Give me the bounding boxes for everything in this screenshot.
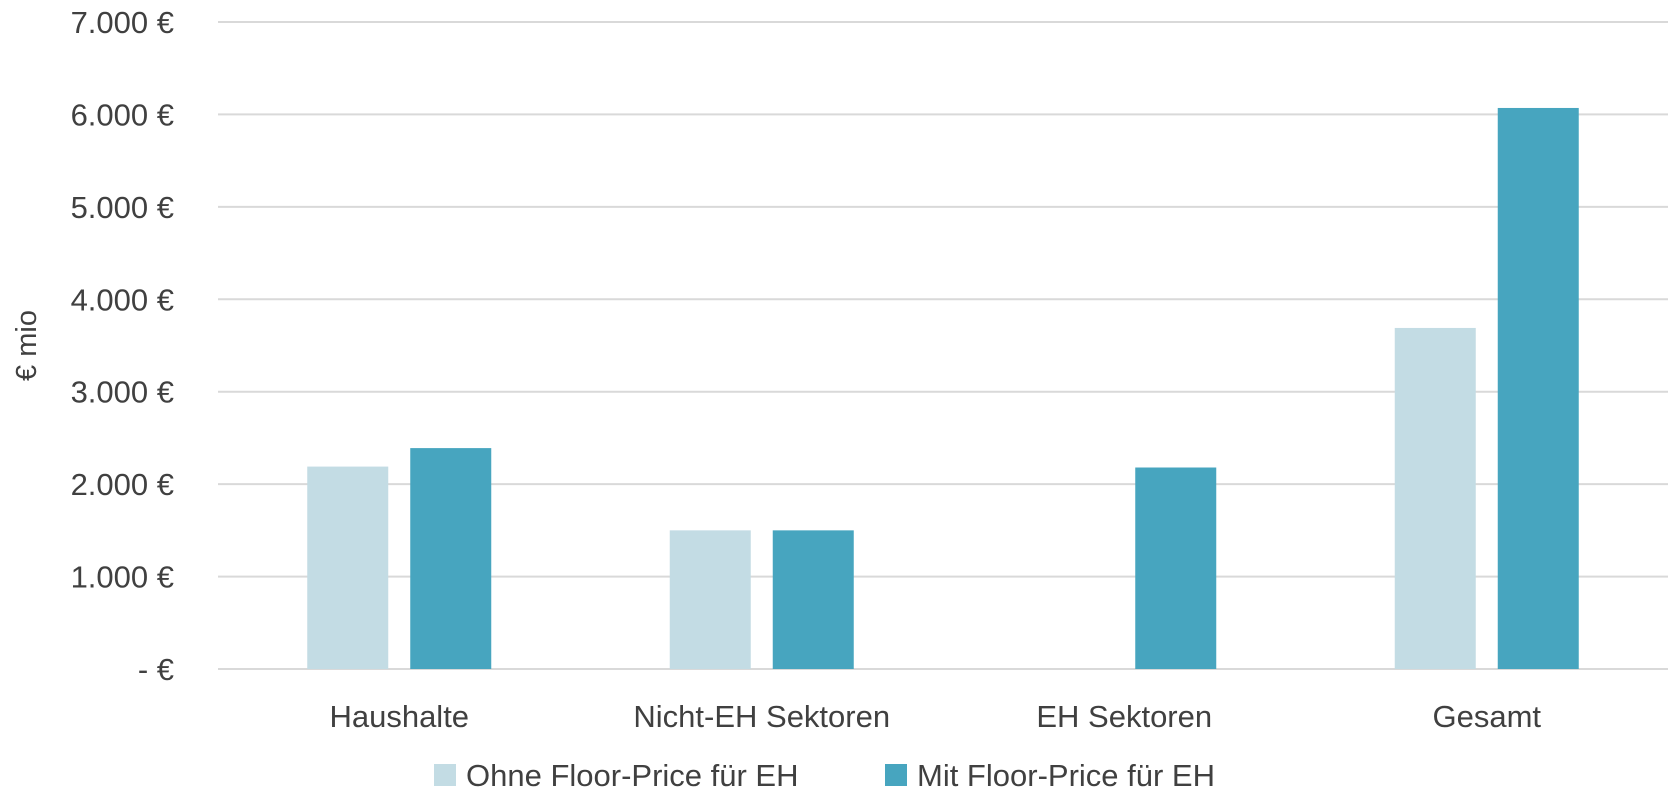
- x-category-label: Haushalte: [329, 699, 469, 734]
- y-axis-title: € mio: [11, 310, 43, 381]
- bar-ohne-0: [307, 466, 389, 669]
- x-category-label: Nicht-EH Sektoren: [633, 699, 890, 734]
- bar-ohne-3: [1394, 327, 1476, 669]
- y-tick-label: - €: [138, 652, 174, 687]
- y-tick-label: 5.000 €: [71, 190, 174, 225]
- bar-mit-0: [410, 448, 492, 669]
- x-category-label: Gesamt: [1432, 699, 1541, 734]
- legend: Ohne Floor-Price für EH Mit Floor-Price f…: [434, 758, 1215, 793]
- y-tick-label: 4.000 €: [71, 282, 174, 317]
- y-tick-label: 1.000 €: [71, 560, 174, 595]
- bars: [307, 107, 1579, 670]
- y-tick-label: 3.000 €: [71, 375, 174, 410]
- x-category-label: EH Sektoren: [1036, 699, 1212, 734]
- y-tick-label: 2.000 €: [71, 467, 174, 502]
- bar-mit-1: [772, 530, 854, 669]
- y-tick-label: 7.000 €: [71, 5, 174, 40]
- legend-label-1: Mit Floor-Price für EH: [917, 758, 1215, 793]
- legend-swatch-1: [885, 764, 907, 786]
- bar-ohne-1: [669, 530, 751, 669]
- bar-mit-3: [1497, 107, 1579, 670]
- legend-swatch-0: [434, 764, 456, 786]
- legend-label-0: Ohne Floor-Price für EH: [466, 758, 799, 793]
- y-tick-label: 6.000 €: [71, 97, 174, 132]
- bar-mit-2: [1135, 467, 1217, 669]
- x-axis-categories: Haushalte Nicht-EH Sektoren EH Sektoren Ges…: [329, 699, 1541, 734]
- y-axis-ticks: - € 1.000 € 2.000 € 3.000 € 4.000 € 5.000 € 6.…: [71, 5, 174, 687]
